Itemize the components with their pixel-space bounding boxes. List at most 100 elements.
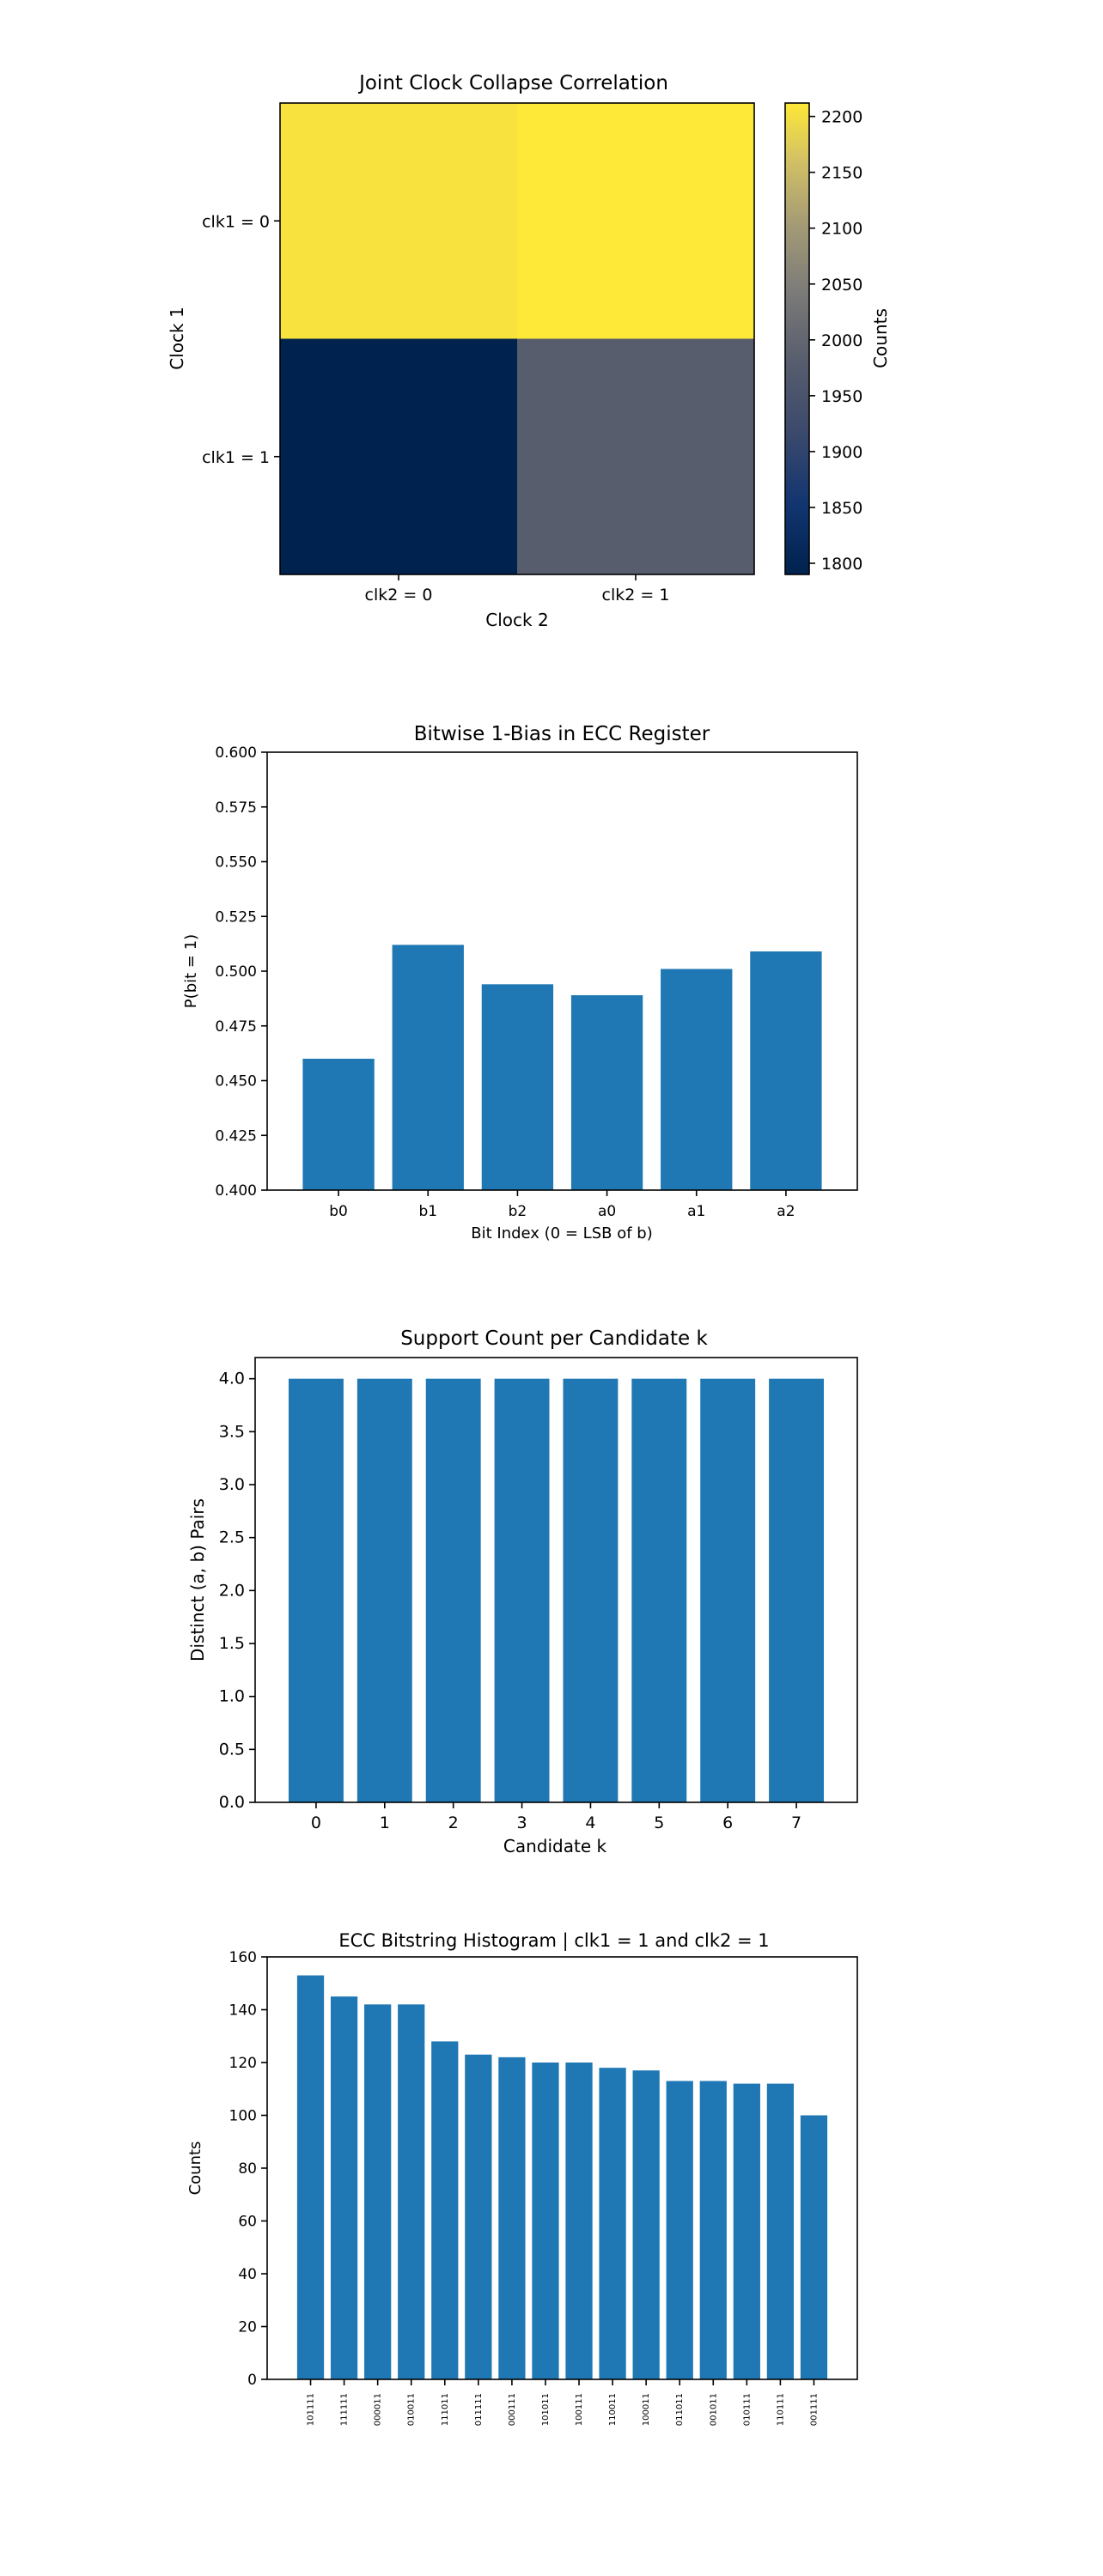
heatmap-y-tick-label: clk1 = 1 (202, 448, 270, 467)
support-x-tick-label: 1 (380, 1814, 390, 1832)
heatmap-x-ticks: clk2 = 0 clk2 = 1 (365, 574, 670, 605)
support-x-tick-label: 3 (517, 1814, 527, 1832)
support-y-tick-label: 4.0 (219, 1370, 245, 1388)
heatmap-cells (280, 103, 755, 575)
bias-x-tick-label: b2 (509, 1203, 527, 1220)
bias-title: Bitwise 1-Bias in ECC Register (414, 723, 710, 745)
support-y-tick-label: 2.0 (219, 1581, 245, 1600)
heatmap-title: Joint Clock Collapse Correlation (357, 72, 668, 94)
support-y-tick-label: 1.0 (219, 1687, 245, 1706)
hist-x-tick-label: 000111 (508, 2393, 517, 2426)
colorbar-frame (784, 102, 810, 575)
heatmap-y-tick-label: clk1 = 0 (202, 212, 270, 231)
hist-bar (800, 2115, 828, 2379)
bias-x-ticks: b0 b1 b2 a0 a1 a2 (329, 1190, 795, 1220)
bias-bar (481, 984, 554, 1190)
bias-bars (302, 945, 822, 1190)
bias-y-tick-label: 0.550 (215, 854, 257, 872)
support-bar (769, 1378, 825, 1802)
hist-y-tick-label: 60 (238, 2214, 257, 2231)
support-x-tick-label: 0 (311, 1814, 321, 1832)
heatmap-x-tick-label: clk2 = 1 (602, 586, 670, 605)
colorbar-ticks: 1800 1850 1900 1950 2000 2050 2100 2150 2200 (809, 108, 862, 574)
colorbar-tick-label: 1850 (821, 499, 862, 518)
support-y-tick-label: 3.5 (219, 1422, 245, 1441)
bias-x-tick-label: a2 (777, 1203, 795, 1220)
bias-y-label: P(bit = 1) (182, 934, 200, 1008)
hist-x-tick-label: 101111 (307, 2393, 316, 2426)
bias-bar (392, 945, 464, 1190)
hist-x-tick-label: 010011 (407, 2393, 417, 2426)
heatmap-x-tick-label: clk2 = 0 (365, 586, 433, 605)
support-x-ticks: 0 1 2 3 4 5 6 7 (311, 1802, 801, 1832)
hist-x-tick-label: 011111 (474, 2393, 484, 2426)
hist-x-tick-label: 110011 (608, 2393, 618, 2426)
heatmap-chart: Joint Clock Collapse Correlation clk2 = … (167, 72, 891, 630)
hist-x-tick-label: 100111 (575, 2393, 584, 2426)
heatmap-cell (280, 338, 518, 575)
support-x-label: Candidate k (503, 1836, 607, 1856)
support-y-tick-label: 3.0 (219, 1475, 245, 1494)
hist-bar (364, 2004, 392, 2379)
support-frame (254, 1357, 858, 1803)
bias-x-tick-label: a0 (598, 1203, 616, 1220)
bias-x-tick-label: b0 (329, 1203, 348, 1220)
hist-y-tick-label: 80 (238, 2160, 257, 2178)
support-x-tick-label: 6 (722, 1814, 733, 1832)
support-y-tick-label: 1.5 (219, 1634, 245, 1653)
support-title: Support Count per Candidate k (400, 1327, 708, 1350)
heatmap-cell (517, 103, 755, 339)
support-bar (356, 1378, 412, 1802)
colorbar: 1800 1850 1900 1950 2000 2050 2100 2150 2200 Cou… (784, 102, 891, 575)
support-y-ticks: 0.0 0.5 1.0 1.5 2.0 2.5 3.0 3.5 4.0 (219, 1370, 255, 1812)
bitstring-histogram-chart: ECC Bitstring Histogram | clk1 = 1 and c… (186, 1930, 858, 2426)
bias-bar (661, 969, 733, 1190)
hist-x-tick-label: 110111 (776, 2393, 785, 2426)
support-y-tick-label: 0.0 (219, 1793, 245, 1812)
support-bar (563, 1378, 619, 1802)
hist-bar (632, 2070, 660, 2379)
hist-bar (296, 1975, 325, 2379)
histogram-x-ticks: 101111 111111 000011 010011 111011 011111 0001… (307, 2379, 819, 2426)
bias-bar (302, 1059, 375, 1190)
hist-bar (699, 2081, 727, 2379)
hist-y-tick-label: 40 (238, 2266, 257, 2283)
hist-x-tick-label: 111011 (441, 2393, 450, 2426)
hist-x-tick-label: 011011 (675, 2393, 685, 2426)
hist-bar (465, 2054, 492, 2379)
support-bar (288, 1378, 344, 1802)
histogram-y-ticks: 0 20 40 60 80 100 120 140 160 (229, 1949, 267, 2389)
bias-y-tick-label: 0.475 (215, 1018, 257, 1036)
support-y-tick-label: 2.5 (219, 1528, 245, 1547)
support-x-tick-label: 5 (654, 1814, 664, 1832)
hist-x-tick-label: 111111 (340, 2393, 350, 2426)
colorbar-tick-label: 1800 (821, 555, 862, 574)
support-bar (425, 1378, 481, 1802)
hist-bar (733, 2083, 760, 2379)
bias-y-tick-label: 0.500 (215, 963, 257, 981)
hist-bar (498, 2057, 526, 2379)
hist-x-tick-label: 001111 (809, 2393, 819, 2426)
hist-y-tick-label: 20 (238, 2319, 257, 2336)
support-bar (700, 1378, 756, 1802)
heatmap-cell (517, 338, 755, 575)
heatmap-frame (279, 102, 755, 575)
bias-x-label: Bit Index (0 = LSB of b) (471, 1224, 652, 1242)
heatmap-cell (280, 103, 518, 339)
hist-y-tick-label: 160 (229, 1949, 257, 1966)
bias-y-tick-label: 0.400 (215, 1182, 257, 1200)
colorbar-tick-label: 2050 (821, 276, 862, 295)
hist-bar (766, 2083, 795, 2379)
hist-x-tick-label: 001011 (709, 2393, 718, 2426)
hist-bar (330, 1996, 358, 2379)
colorbar-gradient (785, 103, 809, 574)
bias-y-tick-label: 0.600 (215, 744, 257, 762)
bias-y-tick-label: 0.425 (215, 1127, 257, 1145)
hist-bar (431, 2041, 459, 2379)
colorbar-tick-label: 2000 (821, 331, 862, 350)
hist-bar (666, 2081, 693, 2379)
hist-x-tick-label: 100011 (642, 2393, 651, 2426)
histogram-bars (296, 1975, 828, 2379)
support-x-tick-label: 2 (448, 1814, 459, 1832)
